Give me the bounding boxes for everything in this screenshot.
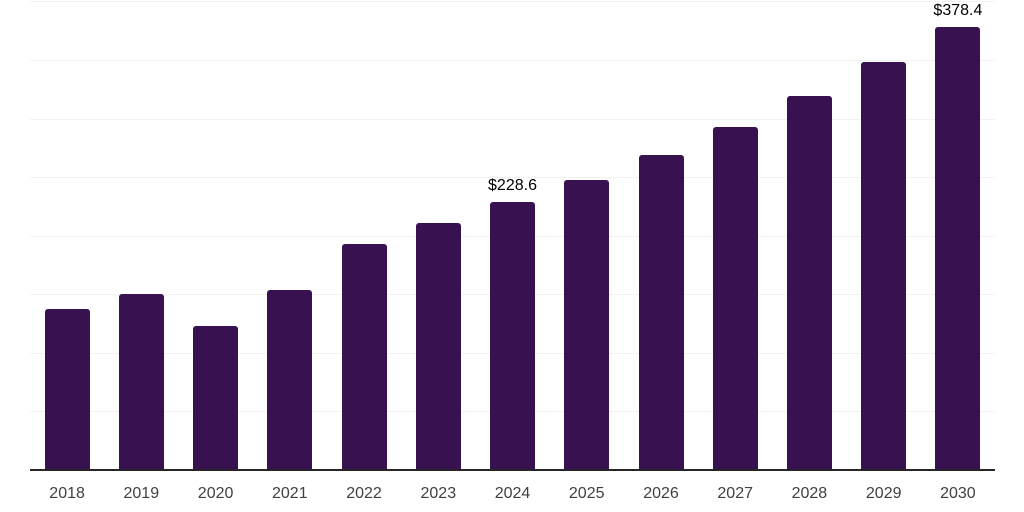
x-axis-label-2025: 2025 xyxy=(568,485,605,502)
bar-2029[interactable] xyxy=(861,62,907,470)
gridline-300 xyxy=(30,118,995,120)
x-axis-label-2030: 2030 xyxy=(940,485,976,502)
bar-2018[interactable] xyxy=(44,308,90,470)
bar-2024[interactable] xyxy=(490,202,535,470)
gridline-400 xyxy=(30,1,995,3)
bar-2022[interactable] xyxy=(341,243,387,470)
x-axis-label-2018: 2018 xyxy=(49,485,85,502)
x-axis-label-2026: 2026 xyxy=(643,485,679,502)
bar-2021[interactable] xyxy=(267,289,313,470)
bar-2025[interactable] xyxy=(564,179,610,470)
x-axis-label-2021: 2021 xyxy=(272,485,308,502)
bar-2019[interactable] xyxy=(118,294,164,470)
bar-2030[interactable] xyxy=(935,26,981,470)
bar-2020[interactable] xyxy=(193,325,239,470)
bar-2023[interactable] xyxy=(415,222,461,470)
bar-2027[interactable] xyxy=(712,126,758,470)
x-axis-label-2023: 2023 xyxy=(420,485,457,502)
x-axis-label-2022: 2022 xyxy=(346,485,382,502)
data-label-2024: $228.6 xyxy=(488,177,537,195)
bar-2026[interactable] xyxy=(638,154,684,470)
x-axis-label-2020: 2020 xyxy=(197,485,234,502)
x-axis-label-2028: 2028 xyxy=(791,485,828,502)
bar-2028[interactable] xyxy=(786,96,832,470)
gridline-350 xyxy=(30,60,995,61)
x-axis-label-2024: 2024 xyxy=(494,485,531,502)
x-axis-label-2027: 2027 xyxy=(717,485,753,502)
x-axis-line xyxy=(30,469,995,471)
data-label-2030: $378.4 xyxy=(933,1,983,19)
x-axis-label-2029: 2029 xyxy=(865,485,902,502)
x-axis-label-2019: 2019 xyxy=(123,485,160,502)
